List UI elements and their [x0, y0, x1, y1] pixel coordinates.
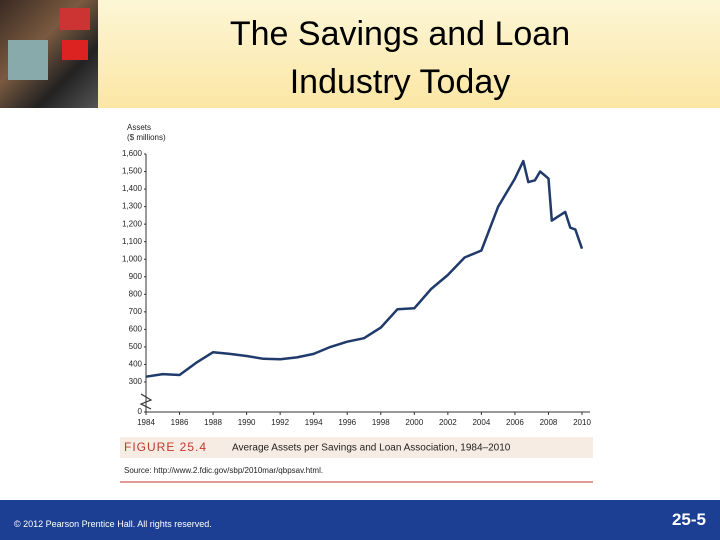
y-tick-label: 900 — [129, 272, 143, 281]
y-tick-label: 1,200 — [122, 219, 143, 228]
y-axis-label: ($ millions) — [127, 133, 166, 142]
x-tick-label: 1986 — [171, 418, 189, 427]
x-tick-label: 2008 — [540, 418, 558, 427]
y-tick-label: 800 — [129, 289, 143, 298]
y-tick-label: 0 — [138, 407, 143, 416]
page-number: 25-5 — [671, 510, 706, 529]
x-tick-label: 2006 — [506, 418, 524, 427]
y-axis-label: Assets — [127, 123, 151, 132]
y-tick-label: 300 — [129, 377, 143, 386]
x-tick-label: 1988 — [204, 418, 222, 427]
axis-break — [139, 393, 153, 410]
footer: © 2012 Pearson Prentice Hall. All rights… — [0, 500, 720, 540]
flag — [60, 8, 90, 30]
flag — [62, 40, 88, 60]
x-tick-label: 1998 — [372, 418, 390, 427]
figure-label: FIGURE 25.4 — [124, 440, 207, 454]
x-tick-label: 1990 — [238, 418, 256, 427]
y-tick-label: 500 — [129, 342, 143, 351]
copyright: © 2012 Pearson Prentice Hall. All rights… — [14, 519, 212, 529]
x-tick-label: 2004 — [472, 418, 490, 427]
y-tick-label: 1,100 — [122, 237, 143, 246]
sign — [8, 40, 48, 80]
x-tick-label: 2000 — [405, 418, 423, 427]
y-tick-label: 1,500 — [122, 167, 143, 176]
x-tick-label: 1996 — [338, 418, 356, 427]
source: Source: http://www.2.fdic.gov/sbp/2010ma… — [124, 466, 323, 475]
slide-title: The Savings and Loan Industry Today — [229, 15, 571, 101]
y-tick-label: 1,000 — [122, 254, 143, 263]
x-tick-label: 2010 — [573, 418, 591, 427]
x-tick-label: 1984 — [137, 418, 155, 427]
x-tick-label: 2002 — [439, 418, 457, 427]
y-tick-label: 700 — [129, 307, 143, 316]
y-tick-label: 1,400 — [122, 184, 143, 193]
chart: Assets ($ millions) FIGURE 25.4 Average … — [120, 123, 593, 483]
caption: Average Assets per Savings and Loan Asso… — [232, 443, 511, 454]
y-tick-label: 400 — [129, 360, 143, 369]
y-tick-label: 1,600 — [122, 149, 143, 158]
x-tick-label: 1992 — [271, 418, 289, 427]
header: The Savings and Loan Industry Today — [0, 0, 720, 108]
header-photo — [0, 0, 98, 108]
y-tick-label: 600 — [129, 324, 143, 333]
y-tick-label: 1,300 — [122, 202, 143, 211]
data-line — [145, 159, 584, 378]
x-tick-label: 1994 — [305, 418, 323, 427]
caption-band — [120, 437, 593, 458]
